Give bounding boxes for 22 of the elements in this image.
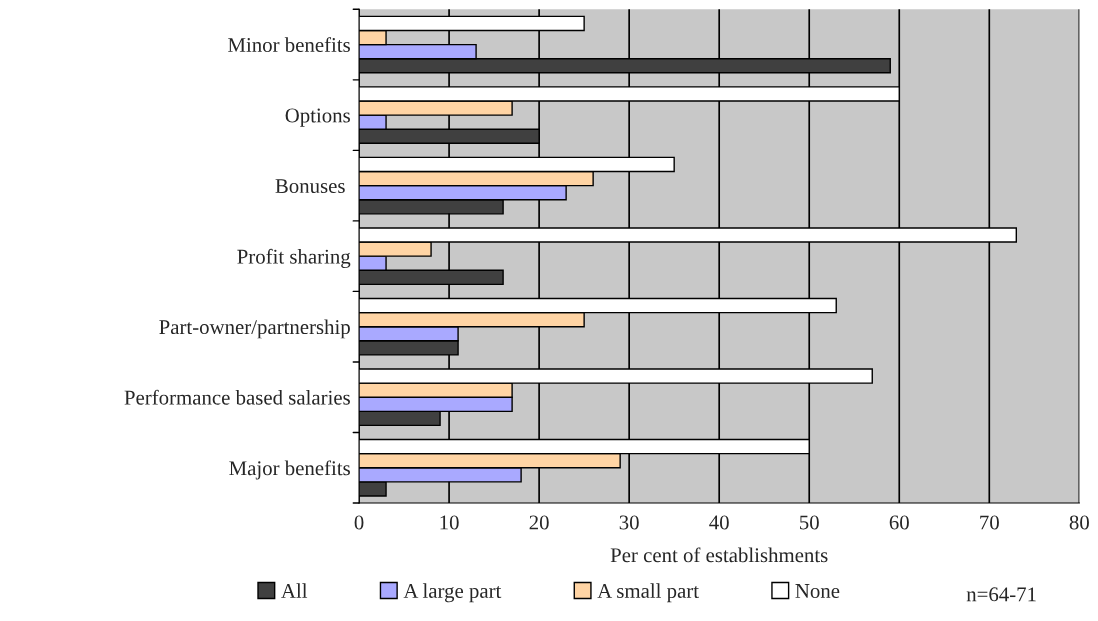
x-tick-label: 0 [354,515,364,530]
y-tick-label: Bonuses [275,179,345,194]
y-tick-label: Part-owner/partnership [159,319,350,339]
x-axis-title: Per cent of establishments [610,547,828,563]
x-tick-label: 70 [980,515,999,530]
y-tick-label: Major benefits [229,460,350,480]
legend-label: None [795,584,840,598]
x-tick-label: 60 [889,515,909,530]
y-tick-label: Options [285,108,350,127]
legend-label: All [281,583,308,598]
x-tick-label: 40 [709,515,729,530]
y-tick-label: Performance based salaries [124,389,350,405]
x-tick-label: 10 [440,515,459,530]
x-tick-label: 50 [800,515,819,530]
y-tick-label: Minor benefits [228,37,350,53]
x-tick-label: 80 [1069,515,1089,530]
legend-label: A small part [597,583,699,603]
text: n=64-71 [966,587,1036,602]
x-tick-label: 20 [529,515,549,530]
legend-label: A large part [403,583,502,603]
y-tick-label: Profit sharing [237,248,351,268]
x-tick-label: 30 [619,515,639,530]
